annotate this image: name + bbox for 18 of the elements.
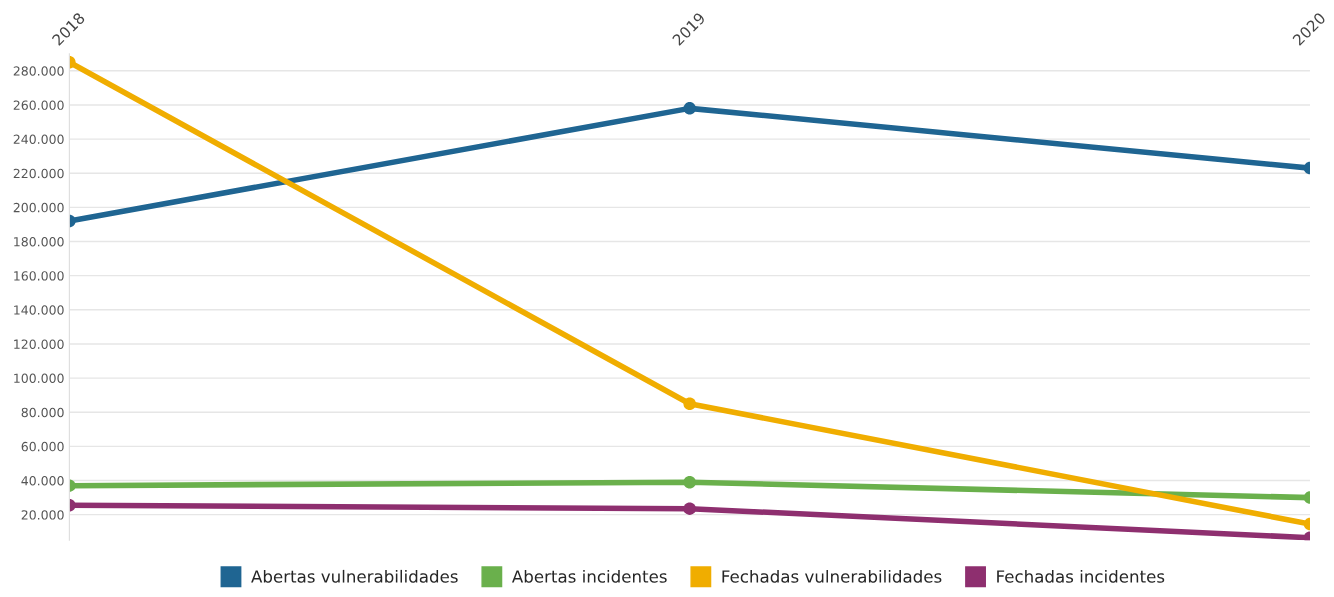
y-tick-label: 40.000 — [21, 476, 64, 486]
y-tick-label: 160.000 — [14, 271, 64, 281]
y-tick-label: 180.000 — [14, 236, 64, 247]
legend-label: Fechadas incidentes — [997, 569, 1165, 583]
y-tick-label: 240.000 — [13, 134, 64, 145]
y-tick-label: 20.000 — [21, 510, 64, 520]
y-tick-label: 200.000 — [13, 202, 64, 213]
y-tick-label: 260.000 — [13, 100, 64, 110]
legend-label: Fechadas vulnerabilidades — [722, 569, 942, 583]
y-tick-label: 220.000 — [13, 168, 64, 179]
y-tick-label: 80.000 — [21, 407, 64, 418]
y-tick-label: 120.000 — [14, 339, 64, 349]
y-tick-label: 100.000 — [14, 373, 64, 384]
legend-label: Abertas vulnerabilidades — [251, 569, 458, 583]
legend-label: Abertas incidentes — [511, 569, 667, 583]
y-tick-label: 140.000 — [14, 305, 64, 315]
y-tick-label: 60.000 — [21, 441, 64, 452]
y-tick-label: 280.000 — [13, 66, 64, 76]
